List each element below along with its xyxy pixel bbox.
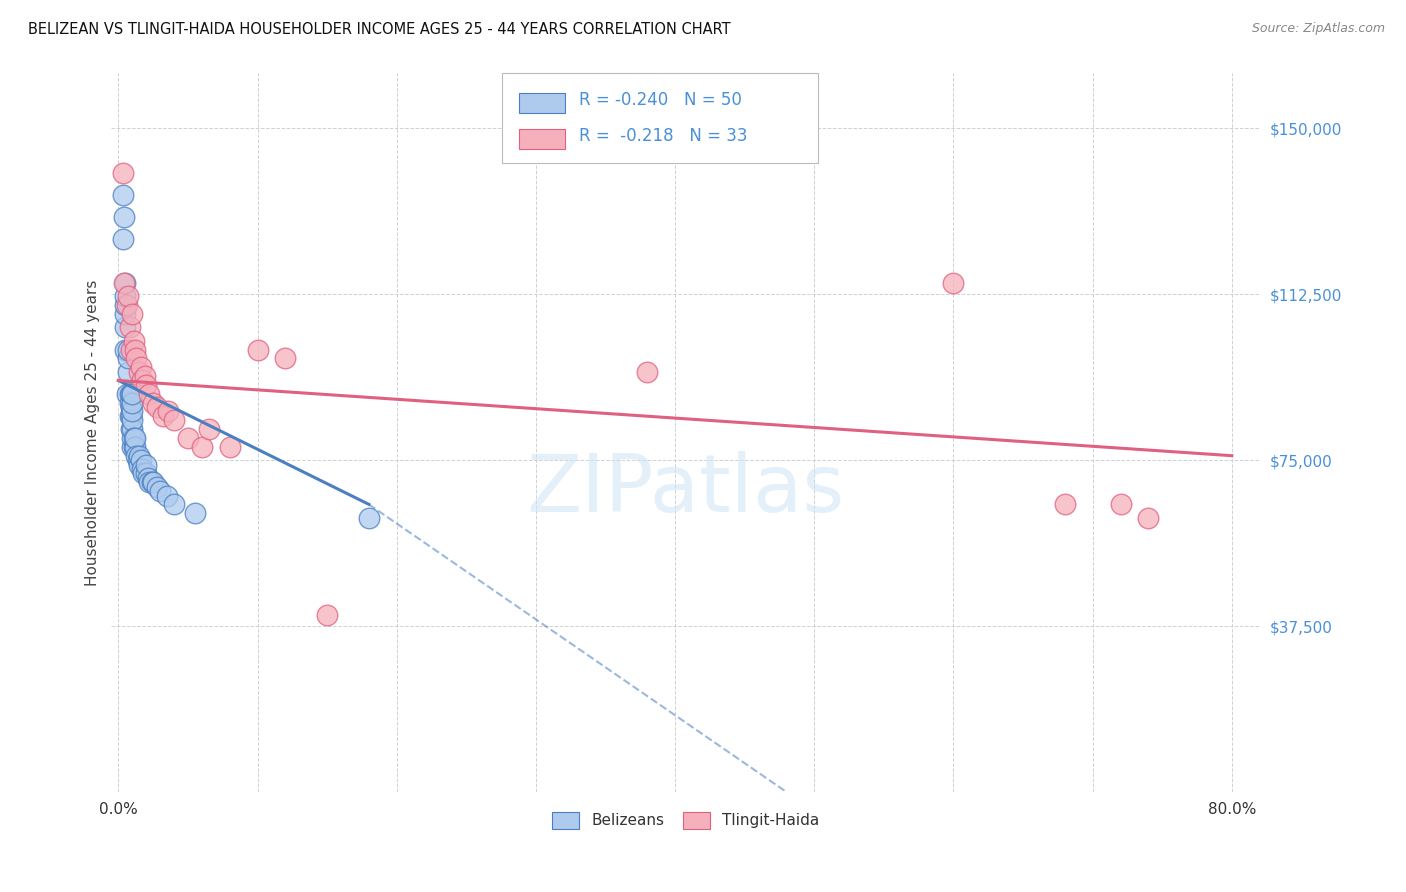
Point: [120, 409, 142, 423]
Point: [136, 471, 159, 485]
Point: [128, 449, 150, 463]
Text: ZIPatlas: ZIPatlas: [526, 451, 845, 529]
Point: [636, 365, 658, 379]
Point: [134, 369, 156, 384]
Text: Source: ZipAtlas.com: Source: ZipAtlas.com: [1251, 22, 1385, 36]
Point: [146, 480, 169, 494]
Point: [117, 351, 139, 366]
Point: [124, 343, 146, 357]
Point: [118, 395, 141, 409]
Point: [1109, 497, 1132, 511]
Point: [114, 343, 136, 357]
Point: [114, 298, 136, 312]
Point: [114, 289, 136, 303]
Point: [118, 320, 141, 334]
Point: [316, 607, 339, 622]
Point: [1137, 510, 1160, 524]
Point: [117, 365, 139, 379]
Text: BELIZEAN VS TLINGIT-HAIDA HOUSEHOLDER INCOME AGES 25 - 44 YEARS CORRELATION CHAR: BELIZEAN VS TLINGIT-HAIDA HOUSEHOLDER IN…: [28, 22, 731, 37]
Point: [131, 462, 153, 476]
Point: [149, 484, 172, 499]
Point: [111, 165, 134, 179]
Point: [157, 404, 180, 418]
Point: [111, 232, 134, 246]
Point: [120, 386, 142, 401]
Point: [114, 320, 136, 334]
Point: [128, 365, 150, 379]
Point: [120, 400, 142, 414]
Point: [114, 276, 136, 290]
Point: [218, 440, 240, 454]
Bar: [519, 93, 565, 113]
Point: [125, 351, 148, 366]
Text: R =  -0.218   N = 33: R = -0.218 N = 33: [579, 128, 747, 145]
Point: [121, 386, 143, 401]
Text: R = -0.240   N = 50: R = -0.240 N = 50: [579, 91, 741, 110]
Point: [118, 409, 141, 423]
Point: [121, 431, 143, 445]
Point: [942, 276, 965, 290]
Point: [163, 413, 186, 427]
Point: [115, 386, 138, 401]
Point: [274, 351, 297, 366]
Point: [1053, 497, 1076, 511]
Point: [121, 404, 143, 418]
Point: [135, 467, 157, 481]
Point: [138, 475, 160, 490]
Point: [138, 386, 160, 401]
Point: [124, 440, 146, 454]
Point: [117, 289, 139, 303]
Point: [122, 431, 145, 445]
Point: [114, 307, 136, 321]
Point: [128, 458, 150, 472]
Point: [135, 458, 157, 472]
Point: [120, 422, 142, 436]
Point: [122, 440, 145, 454]
Point: [112, 210, 135, 224]
Point: [115, 298, 138, 312]
FancyBboxPatch shape: [502, 73, 818, 163]
Point: [122, 334, 145, 348]
Point: [125, 449, 148, 463]
Point: [118, 386, 141, 401]
Point: [131, 374, 153, 388]
Point: [135, 378, 157, 392]
Point: [117, 343, 139, 357]
Point: [198, 422, 221, 436]
Point: [132, 467, 155, 481]
Point: [142, 395, 165, 409]
Point: [124, 431, 146, 445]
Point: [121, 440, 143, 454]
Point: [184, 506, 207, 520]
Point: [142, 475, 165, 490]
Bar: [519, 129, 565, 149]
Point: [120, 343, 142, 357]
Point: [156, 489, 179, 503]
Point: [152, 409, 174, 423]
Point: [121, 307, 143, 321]
Point: [146, 400, 169, 414]
Point: [191, 440, 214, 454]
Point: [163, 497, 186, 511]
Point: [111, 187, 134, 202]
Point: [246, 343, 269, 357]
Point: [121, 422, 143, 436]
Point: [141, 475, 163, 490]
Point: [357, 510, 380, 524]
Point: [121, 413, 143, 427]
Point: [129, 360, 152, 375]
Point: [129, 453, 152, 467]
Point: [112, 276, 135, 290]
Legend: Belizeans, Tlingit-Haida: Belizeans, Tlingit-Haida: [546, 805, 825, 835]
Y-axis label: Householder Income Ages 25 - 44 years: Householder Income Ages 25 - 44 years: [86, 279, 100, 586]
Point: [177, 431, 200, 445]
Point: [121, 395, 143, 409]
Point: [127, 453, 149, 467]
